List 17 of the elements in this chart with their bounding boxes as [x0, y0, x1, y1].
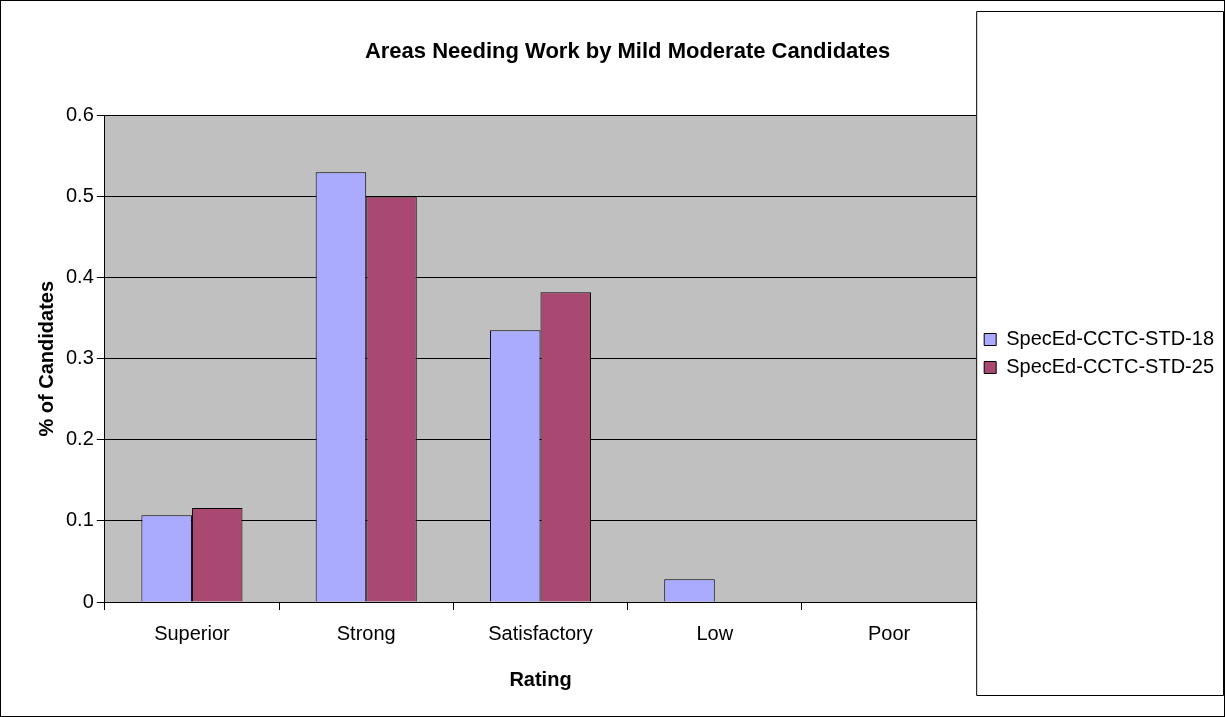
chart-title: Areas Needing Work by Mild Moderate Candidates: [364, 38, 891, 64]
x-axis-title: Rating: [509, 667, 572, 690]
x-tick-label: Superior: [154, 621, 231, 644]
y-axis-title: % of Candidates: [34, 280, 57, 437]
y-tick-label: 0.2: [65, 427, 94, 450]
x-tick-label: Strong: [336, 621, 396, 644]
y-tick-label: 0.1: [65, 508, 94, 531]
y-tick-label: 0.3: [65, 346, 94, 369]
x-tick-label: Low: [696, 621, 734, 644]
y-tick-label: 0.6: [65, 102, 94, 125]
legend-label: SpecEd-CCTC-STD-25: [1006, 355, 1215, 378]
x-tick-label: Satisfactory: [488, 621, 593, 644]
y-tick-label: 0: [82, 589, 94, 612]
x-tick-label: Poor: [867, 621, 911, 644]
y-tick-label: 0.5: [65, 184, 94, 207]
y-tick-label: 0.4: [65, 265, 94, 288]
legend-label: SpecEd-CCTC-STD-18: [1006, 327, 1215, 350]
